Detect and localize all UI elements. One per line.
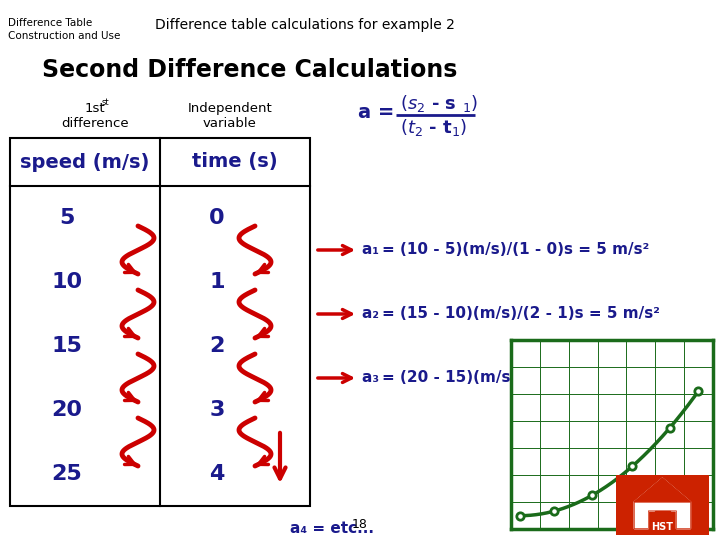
Point	[664, 424, 675, 433]
Text: 1st: 1st	[85, 102, 105, 115]
Point	[514, 511, 526, 520]
Text: 4: 4	[210, 464, 225, 484]
Polygon shape	[634, 478, 690, 529]
Text: = (10 - 5)(m/s)/(1 - 0)s = 5 m/s²: = (10 - 5)(m/s)/(1 - 0)s = 5 m/s²	[382, 242, 649, 258]
Text: 15: 15	[52, 336, 82, 356]
Text: HST: HST	[652, 522, 673, 531]
Text: Difference table calculations for example 2: Difference table calculations for exampl…	[155, 18, 455, 32]
Text: time (s): time (s)	[192, 152, 278, 172]
Text: variable: variable	[203, 117, 257, 130]
Point	[549, 507, 560, 515]
Text: = (20 - 15)(m/s)/(3 - 2)s = 5 m/s²: = (20 - 15)(m/s)/(3 - 2)s = 5 m/s²	[382, 370, 660, 386]
Text: a₂: a₂	[362, 307, 384, 321]
Point	[693, 387, 704, 395]
Text: 0: 0	[210, 208, 225, 228]
Text: 18: 18	[352, 518, 368, 531]
Text: st: st	[102, 98, 109, 107]
Text: 5: 5	[59, 208, 75, 228]
Text: 3: 3	[210, 400, 225, 420]
Bar	[655, 511, 670, 529]
Bar	[10, 138, 310, 506]
Text: 25: 25	[52, 464, 82, 484]
Point	[586, 491, 598, 500]
Text: a₄ = etc...: a₄ = etc...	[290, 521, 374, 536]
Text: $(s_2$ - s $_1)$: $(s_2$ - s $_1)$	[400, 92, 478, 113]
Text: difference: difference	[61, 117, 129, 130]
Text: a₃: a₃	[362, 370, 384, 386]
Text: $(t_2$ - t$_1)$: $(t_2$ - t$_1)$	[400, 118, 467, 138]
Text: a₁: a₁	[362, 242, 384, 258]
Point	[626, 462, 638, 471]
Text: speed (m/s): speed (m/s)	[20, 152, 150, 172]
Text: 10: 10	[51, 272, 83, 292]
Text: = (15 - 10)(m/s)/(2 - 1)s = 5 m/s²: = (15 - 10)(m/s)/(2 - 1)s = 5 m/s²	[382, 307, 660, 321]
Text: 2: 2	[210, 336, 225, 356]
Text: 20: 20	[52, 400, 83, 420]
Polygon shape	[634, 478, 690, 502]
Text: Second Difference Calculations: Second Difference Calculations	[42, 58, 458, 82]
Text: Independent: Independent	[188, 102, 272, 115]
Text: a =: a =	[358, 104, 401, 123]
Text: 1: 1	[210, 272, 225, 292]
Text: Difference Table
Construction and Use: Difference Table Construction and Use	[8, 18, 120, 41]
